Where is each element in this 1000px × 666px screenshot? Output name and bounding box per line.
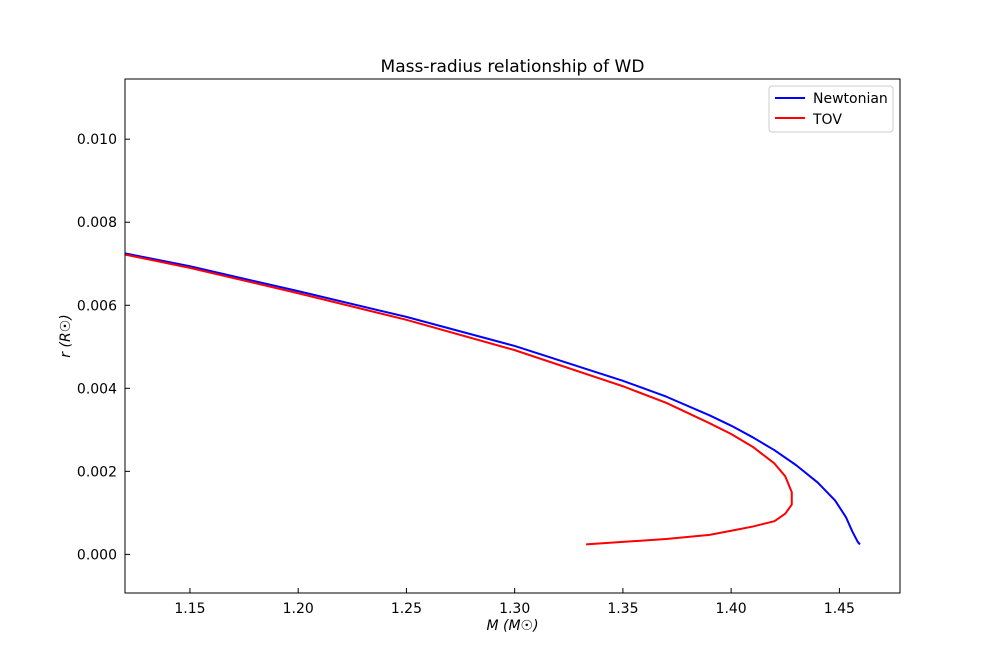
- x-axis-label: M (M☉): [486, 618, 538, 634]
- legend-label-tov: TOV: [812, 112, 842, 128]
- x-tick-label: 1.35: [607, 601, 638, 617]
- x-tick-label: 1.30: [499, 601, 530, 617]
- y-tick-label: 0.004: [77, 381, 117, 397]
- series-layer: [125, 252, 861, 546]
- tick-layer: 1.15 1.20 1.25 1.30 1.35 1.40 1.45 0.000 0.002 0.…: [77, 132, 855, 617]
- y-tick-label: 0.000: [77, 547, 117, 563]
- legend-label-newtonian: Newtonian: [813, 91, 888, 107]
- plot-frame: [124, 78, 901, 594]
- series-line-newtonian: [125, 252, 861, 546]
- y-tick-label: 0.010: [77, 132, 117, 148]
- x-tick-label: 1.40: [716, 601, 747, 617]
- x-tick-label: 1.15: [174, 601, 205, 617]
- y-tick-label: 0.008: [77, 215, 117, 231]
- x-tick-label: 1.25: [391, 601, 422, 617]
- legend: Newtonian TOV: [768, 85, 894, 133]
- x-tick-label: 1.20: [283, 601, 314, 617]
- y-tick-label: 0.002: [77, 464, 117, 480]
- x-tick-label: 1.45: [824, 601, 855, 617]
- series-line-tov: [125, 253, 793, 546]
- plot-area: 1.15 1.20 1.25 1.30 1.35 1.40 1.45 0.000 0.002 0.…: [77, 78, 901, 617]
- chart-title: Mass-radius relationship of WD: [381, 57, 645, 77]
- y-tick-label: 0.006: [77, 298, 117, 314]
- y-axis-label: r (R☉): [58, 314, 74, 357]
